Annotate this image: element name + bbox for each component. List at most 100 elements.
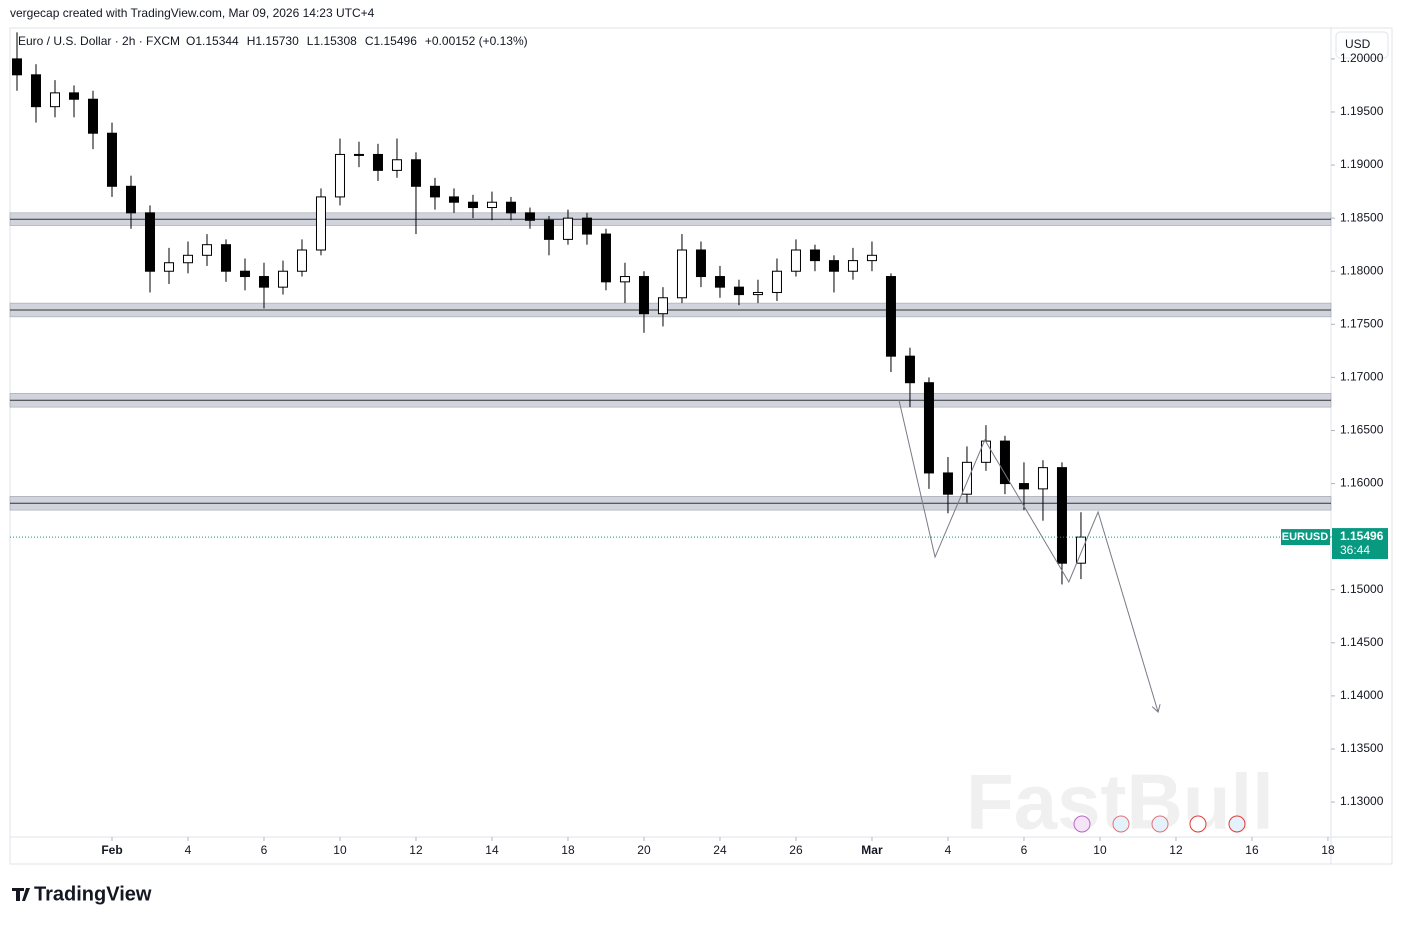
candle-body [600,233,611,283]
candle-body [372,153,383,171]
x-tick-label: 6 [261,843,268,857]
ohlc-value: C1.15496 [365,34,417,48]
x-tick-label: 6 [1021,843,1028,857]
x-tick-label: 10 [333,843,347,857]
y-tick-label: 1.13500 [1340,741,1384,755]
y-tick-label: 1.14000 [1340,688,1384,702]
x-tick-label: 18 [1321,843,1335,857]
candle-body [638,276,649,315]
y-tick-label: 1.19500 [1340,104,1384,118]
candle-body [410,159,421,187]
candle-body [87,98,98,134]
candle-body [942,472,953,495]
credit: vergecap created with TradingView.com, M… [10,6,375,20]
event-icon[interactable] [1228,815,1246,833]
y-tick-label: 1.17500 [1340,316,1384,330]
candle-body [68,92,79,100]
event-icons [1073,815,1246,833]
y-tick-label: 1.16000 [1340,476,1384,490]
candle-body [353,153,364,156]
candle-body [771,270,782,293]
x-tick-label: 24 [713,843,727,857]
candle-body [220,244,231,272]
candle-body [999,440,1010,485]
candle-body [49,92,60,108]
y-tick-label: 1.19000 [1340,157,1384,171]
candle-body [486,201,497,209]
y-tick-label: 1.18500 [1340,210,1384,224]
candle-body [125,185,136,214]
candle-body [429,185,440,198]
currency-label: USD [1345,37,1371,51]
candle-body [296,249,307,272]
candle-body [467,201,478,209]
x-tick-label: 10 [1093,843,1107,857]
event-icon[interactable] [1073,815,1091,833]
chart-frame [9,27,1393,865]
candle-body [733,286,744,296]
candle-body [543,219,554,240]
candle-body [391,159,402,171]
event-icon[interactable] [1189,815,1207,833]
candle-body [448,196,459,203]
candle-body [828,260,839,272]
candle-body [676,249,687,299]
candle-body [106,132,117,187]
ohlc-value: O1.15344 [186,34,239,48]
candle-body [505,201,516,214]
candle-body [201,244,212,256]
candle-body [809,249,820,262]
candle-body [1037,467,1048,490]
currency-button[interactable] [1335,31,1389,59]
candle-body [1056,467,1067,564]
x-tick-label: 26 [789,843,803,857]
price-label: 1.15496 [1340,529,1384,543]
event-icon[interactable] [1151,815,1169,833]
symbol-badge [1281,529,1330,546]
x-tick-label: 4 [185,843,192,857]
candle-body [182,254,193,264]
candle-body [1018,483,1029,490]
plot [9,32,1332,713]
candle-body [524,212,535,221]
candle-body [144,212,155,272]
candle-body [30,74,41,108]
arrow-head [1151,704,1161,713]
x-tick-label: 12 [409,843,423,857]
x-tick-label: 16 [1245,843,1259,857]
x-tick-label: 12 [1169,843,1183,857]
chart-title: Euro / U.S. Dollar · 2h · FXCM [18,34,180,48]
candle-body [695,249,706,278]
candle-body [904,355,915,384]
y-tick-label: 1.18000 [1340,263,1384,277]
candle-body [239,270,250,278]
candle-body [790,249,801,272]
candle-body [1075,536,1086,564]
candle-body [961,461,972,495]
brand-name: TradingView [34,883,152,905]
candle-body [581,217,592,235]
price-badge [1332,528,1388,560]
candle-body [11,58,22,76]
ohlc-value: L1.15308 [307,34,357,48]
x-tick-label: 20 [637,843,651,857]
candle-body [885,276,896,357]
x-tick-label: 4 [945,843,952,857]
candle-body [657,297,668,315]
x-tick-label: 14 [485,843,499,857]
x-tick-label: 18 [561,843,575,857]
ohlc-value: H1.15730 [247,34,299,48]
candle-body [315,196,326,251]
countdown: 36:44 [1340,543,1370,557]
event-icon[interactable] [1112,815,1130,833]
symbol-label: EURUSD [1282,531,1329,543]
projection-path [898,399,1159,713]
candle-body [847,260,858,272]
candle-body [562,217,573,240]
ohlc-value: +0.00152 (+0.13%) [425,34,528,48]
brand-logo [12,888,30,901]
candle-body [866,254,877,262]
y-tick-label: 1.14500 [1340,635,1384,649]
candle-body [714,276,725,288]
